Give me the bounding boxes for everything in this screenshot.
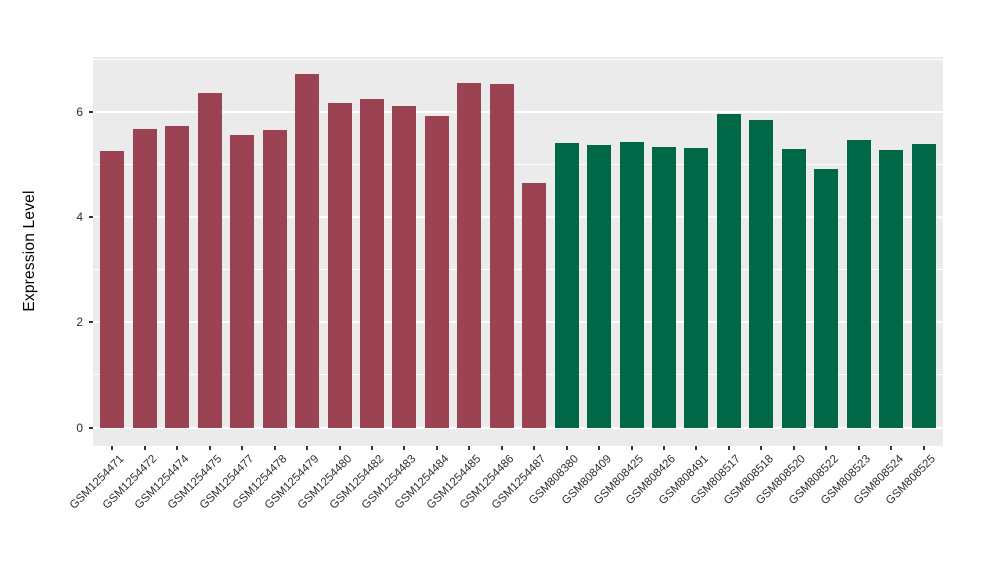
bar [814, 168, 839, 428]
gridline-major [93, 426, 943, 429]
x-tick-mark [371, 446, 373, 450]
x-tick-mark [468, 446, 471, 450]
y-tick-mark [89, 110, 93, 113]
x-tick-mark [662, 446, 665, 450]
x-tick-mark [792, 446, 795, 450]
x-tick-mark [695, 446, 698, 450]
bar [457, 82, 482, 428]
x-tick-mark [208, 446, 211, 450]
gridline-minor [93, 269, 943, 271]
x-tick-mark [111, 446, 114, 450]
x-tick-mark [143, 446, 146, 450]
x-tick-mark [403, 446, 406, 450]
bar [554, 143, 579, 428]
x-tick-mark [273, 446, 276, 450]
bar [100, 150, 125, 428]
x-tick-mark [338, 446, 341, 450]
x-tick-mark [922, 446, 925, 450]
x-tick-mark [825, 446, 828, 450]
gridline-minor [93, 163, 943, 165]
y-tick-mark [89, 321, 93, 324]
bar [262, 130, 287, 428]
gridline-minor [93, 58, 943, 60]
x-tick-mark [176, 446, 179, 450]
y-tick-label: 4 [76, 210, 83, 225]
x-tick-mark [598, 446, 601, 450]
bar [522, 182, 547, 428]
x-tick-mark [727, 446, 730, 450]
bar [846, 140, 871, 428]
bar [651, 146, 676, 428]
bar [197, 92, 222, 428]
x-tick-mark [565, 446, 568, 450]
gridline-minor [93, 374, 943, 376]
x-tick-mark [760, 446, 763, 450]
bar [392, 105, 417, 428]
x-tick-mark [533, 446, 536, 450]
x-tick-mark [630, 446, 633, 450]
gridline-major [93, 321, 943, 324]
bar [749, 119, 774, 428]
x-tick-mark [890, 446, 893, 450]
bar [295, 73, 320, 428]
bar [360, 99, 384, 428]
bar [230, 134, 255, 428]
bar [132, 128, 157, 428]
bar [716, 114, 741, 428]
bar [781, 148, 806, 428]
bar [327, 102, 352, 428]
x-tick-mark [857, 446, 860, 450]
gridline-major [93, 216, 943, 219]
bar [619, 142, 644, 428]
bar [489, 83, 514, 428]
y-tick-mark [89, 216, 93, 219]
bar [879, 150, 904, 428]
y-tick-mark [89, 426, 93, 429]
bar [911, 144, 936, 428]
y-tick-label: 6 [76, 104, 83, 119]
bar [684, 147, 709, 428]
y-tick-label: 0 [76, 420, 83, 435]
bar [165, 125, 190, 428]
x-tick-mark [241, 446, 244, 450]
bar [587, 144, 612, 428]
y-axis-title-text: Expression Level [21, 190, 38, 312]
gridline-major [93, 110, 943, 113]
x-tick-label-text: GSM1254471 [68, 453, 127, 512]
bar [424, 115, 449, 428]
y-tick-label: 2 [76, 315, 83, 330]
x-tick-mark [435, 446, 438, 450]
x-tick-mark [500, 446, 503, 450]
plot-panel [93, 57, 943, 446]
x-tick-mark [306, 446, 309, 450]
